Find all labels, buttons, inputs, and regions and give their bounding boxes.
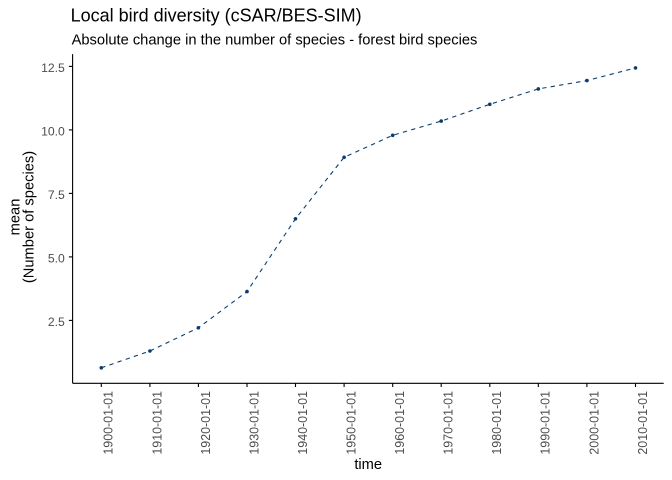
- svg-text:7.5: 7.5: [48, 188, 65, 202]
- svg-text:10.0: 10.0: [41, 124, 65, 138]
- svg-text:1970-01-01: 1970-01-01: [442, 391, 456, 455]
- svg-text:5.0: 5.0: [48, 251, 65, 265]
- svg-text:(Number of species): (Number of species): [21, 151, 37, 283]
- svg-text:time: time: [354, 457, 382, 473]
- svg-text:1930-01-01: 1930-01-01: [247, 391, 261, 455]
- svg-text:1940-01-01: 1940-01-01: [296, 391, 310, 455]
- svg-text:Local bird diversity (cSAR/BES: Local bird diversity (cSAR/BES-SIM): [71, 6, 362, 26]
- svg-text:2010-01-01: 2010-01-01: [636, 391, 650, 455]
- svg-text:1960-01-01: 1960-01-01: [393, 391, 407, 455]
- svg-text:mean: mean: [7, 199, 23, 236]
- svg-text:2000-01-01: 2000-01-01: [587, 391, 601, 455]
- svg-text:1980-01-01: 1980-01-01: [490, 391, 504, 455]
- svg-text:1990-01-01: 1990-01-01: [539, 391, 553, 455]
- svg-text:2.5: 2.5: [48, 315, 65, 329]
- svg-text:1920-01-01: 1920-01-01: [199, 391, 213, 455]
- svg-text:1900-01-01: 1900-01-01: [102, 391, 116, 455]
- svg-text:1950-01-01: 1950-01-01: [345, 391, 359, 455]
- svg-text:1910-01-01: 1910-01-01: [150, 391, 164, 455]
- svg-text:12.5: 12.5: [41, 61, 65, 75]
- svg-text:Absolute change in the number: Absolute change in the number of species…: [72, 32, 478, 48]
